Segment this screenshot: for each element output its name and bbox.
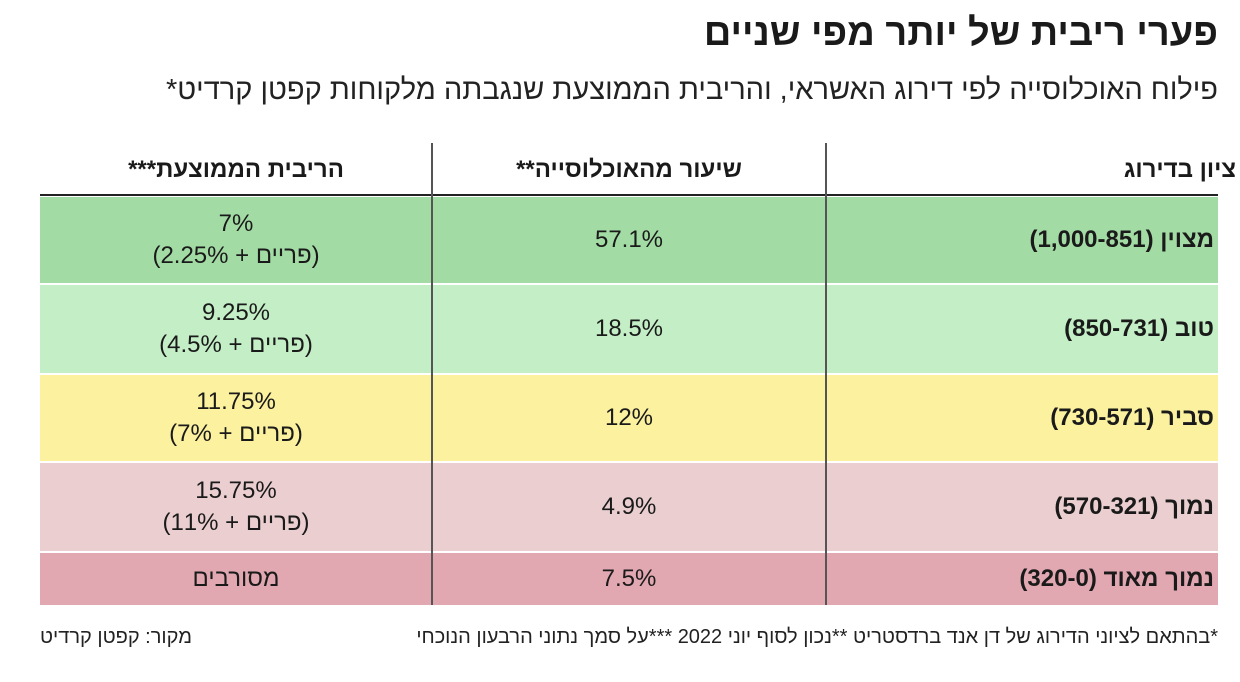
rate-line: 7%: [218, 209, 254, 237]
rate-line: 9.25%: [201, 298, 271, 326]
table-row: טוב (850-731) 18.5% 9.25% (פריים + 4.5%): [40, 285, 1218, 373]
column-divider: [431, 143, 433, 605]
rate-cell: 9.25% (פריים + 4.5%): [40, 285, 432, 373]
column-header: שיעור מהאוכלוסייה**: [516, 156, 742, 183]
rating-cell: נמוך (570-321): [1054, 492, 1214, 520]
rate-line: 15.75%: [195, 476, 277, 504]
column-header: ציון בדירוג: [1123, 156, 1236, 183]
table-row: מצוין (1,000-851) 57.1% 7% (פריים + 2.25%): [40, 197, 1218, 283]
share-cell: 4.9%: [601, 492, 657, 520]
rate-line: (פריים + 7%): [169, 420, 303, 447]
rate-line: 11.75%: [196, 387, 276, 415]
rate-cell: 7% (פריים + 2.25%): [40, 197, 432, 283]
rate-cell: 15.75% (פריים + 11%): [40, 463, 432, 551]
share-cell: 57.1%: [594, 225, 664, 253]
rate-cell: 11.75% (פריים + 7%): [40, 375, 432, 461]
share-cell: 7.5%: [601, 564, 657, 592]
rate-line: (פריים + 2.25%): [152, 242, 320, 269]
rating-cell: מצוין (1,000-851): [1029, 225, 1214, 253]
rate-line: (פריים + 11%): [162, 509, 310, 536]
rating-cell: סביר (730-571): [1050, 403, 1214, 431]
share-cell: 12%: [604, 403, 654, 431]
share-cell: 18.5%: [594, 314, 664, 342]
table-row: נמוך מאוד (320-0) 7.5% מסורבים: [40, 553, 1218, 605]
rating-cell: טוב (850-731): [1064, 314, 1214, 342]
column-divider: [825, 143, 827, 605]
column-header: הריבית הממוצעת***: [128, 156, 344, 183]
source: מקור: קפטן קרדיט: [40, 626, 192, 648]
subtitle: פילוח האוכלוסייה לפי דירוג האשראי, והריב…: [165, 74, 1218, 106]
header-rule: [40, 194, 1218, 196]
rate-line: (פריים + 4.5%): [159, 331, 313, 358]
table-row: סביר (730-571) 12% 11.75% (פריים + 7%): [40, 375, 1218, 461]
footnote: *בהתאם לציוני הדירוג של דן אנד ברדסטריט …: [416, 626, 1218, 648]
rate-line: מסורבים: [192, 564, 280, 592]
table-row: נמוך (570-321) 4.9% 15.75% (פריים + 11%): [40, 463, 1218, 551]
rate-cell: מסורבים: [40, 553, 432, 605]
rating-cell: נמוך מאוד (320-0): [1019, 564, 1214, 592]
title: פערי ריבית של יותר מפי שניים: [703, 12, 1218, 54]
